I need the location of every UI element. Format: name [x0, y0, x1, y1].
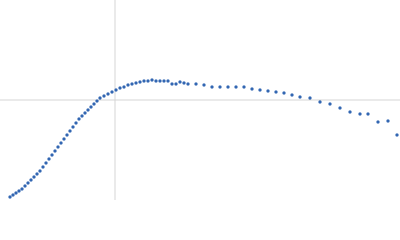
point	[38, 169, 42, 173]
point	[26, 181, 30, 185]
point	[68, 129, 72, 133]
point	[290, 93, 294, 97]
point	[35, 172, 39, 176]
point	[210, 85, 214, 89]
point	[86, 108, 90, 112]
point	[158, 79, 162, 83]
point	[202, 83, 206, 87]
point	[194, 82, 198, 86]
point	[274, 90, 278, 94]
point	[8, 195, 12, 199]
point	[130, 82, 134, 86]
point	[118, 86, 122, 90]
point	[11, 193, 15, 197]
point	[17, 189, 21, 193]
point	[92, 102, 96, 106]
point	[32, 175, 36, 179]
point	[174, 82, 178, 86]
point	[366, 112, 370, 116]
point	[53, 149, 57, 153]
point	[242, 85, 246, 89]
point	[59, 141, 63, 145]
point	[358, 112, 362, 116]
point	[44, 161, 48, 165]
point	[178, 80, 182, 84]
point	[77, 117, 81, 121]
point	[258, 88, 262, 92]
point	[250, 87, 254, 91]
point	[56, 145, 60, 149]
point	[218, 85, 222, 89]
point	[20, 187, 24, 191]
point	[74, 121, 78, 125]
point	[266, 89, 270, 93]
point	[126, 83, 130, 87]
point	[80, 114, 84, 118]
point	[47, 157, 51, 161]
point	[95, 99, 99, 103]
point	[114, 88, 118, 92]
point	[282, 91, 286, 95]
point	[71, 125, 75, 129]
point	[328, 102, 332, 106]
point	[150, 78, 154, 82]
point	[14, 191, 18, 195]
point	[110, 90, 114, 94]
point	[98, 96, 102, 100]
point	[338, 106, 342, 110]
point	[23, 184, 27, 188]
point	[62, 137, 66, 141]
point	[89, 105, 93, 109]
point	[106, 92, 110, 96]
point	[308, 96, 312, 100]
point	[41, 165, 45, 169]
point	[154, 79, 158, 83]
point	[186, 82, 190, 86]
point	[29, 178, 33, 182]
point	[395, 133, 399, 137]
point	[138, 80, 142, 84]
point	[122, 85, 126, 89]
point	[170, 82, 174, 86]
point	[102, 94, 106, 98]
point	[83, 111, 87, 115]
point	[226, 85, 230, 89]
point	[234, 85, 238, 89]
point	[318, 100, 322, 104]
point	[134, 81, 138, 85]
point	[386, 119, 390, 123]
point	[182, 81, 186, 85]
point	[166, 79, 170, 83]
chart	[0, 0, 400, 200]
point	[146, 79, 150, 83]
point	[376, 120, 380, 124]
point	[348, 110, 352, 114]
point	[50, 153, 54, 157]
point	[142, 79, 146, 83]
point	[298, 95, 302, 99]
point	[162, 79, 166, 83]
point	[65, 133, 69, 137]
